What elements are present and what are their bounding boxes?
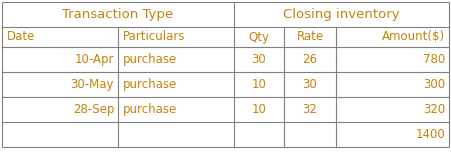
Text: purchase: purchase [123,53,177,66]
Text: 32: 32 [303,103,318,116]
Text: 780: 780 [423,53,445,66]
Text: 30: 30 [303,78,318,91]
Text: 300: 300 [423,78,445,91]
Text: 10: 10 [252,78,267,91]
Text: Particulars: Particulars [123,31,185,43]
Text: Qty: Qty [249,31,270,43]
Text: purchase: purchase [123,103,177,116]
Text: 1400: 1400 [415,128,445,141]
Text: 26: 26 [303,53,318,66]
Text: 28-Sep: 28-Sep [73,103,114,116]
Text: 30: 30 [252,53,267,66]
Text: Closing inventory: Closing inventory [283,8,400,21]
Text: Date: Date [7,31,35,43]
Text: Transaction Type: Transaction Type [62,8,174,21]
Text: 10-Apr: 10-Apr [74,53,114,66]
Text: purchase: purchase [123,78,177,91]
Text: 320: 320 [423,103,445,116]
Text: 10: 10 [252,103,267,116]
Text: 30-May: 30-May [70,78,114,91]
Text: Rate: Rate [296,31,323,43]
Text: Amount($): Amount($) [382,31,445,43]
